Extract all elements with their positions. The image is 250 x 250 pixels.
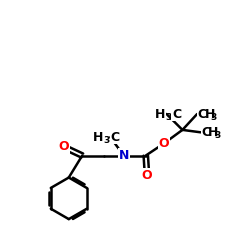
Text: N: N	[118, 149, 129, 162]
Text: H: H	[155, 108, 165, 120]
Text: O: O	[159, 137, 170, 150]
Text: H: H	[93, 131, 104, 144]
Text: 3: 3	[214, 131, 220, 140]
Text: C: C	[201, 126, 210, 139]
Text: C: C	[111, 131, 120, 144]
Text: 3: 3	[104, 136, 110, 145]
Text: O: O	[58, 140, 69, 153]
Text: 3: 3	[210, 113, 217, 122]
Text: O: O	[142, 168, 152, 181]
Text: 3: 3	[166, 113, 172, 122]
Text: H: H	[208, 126, 218, 139]
Text: C: C	[172, 108, 181, 120]
Text: H: H	[204, 108, 215, 120]
Text: C: C	[198, 108, 207, 120]
